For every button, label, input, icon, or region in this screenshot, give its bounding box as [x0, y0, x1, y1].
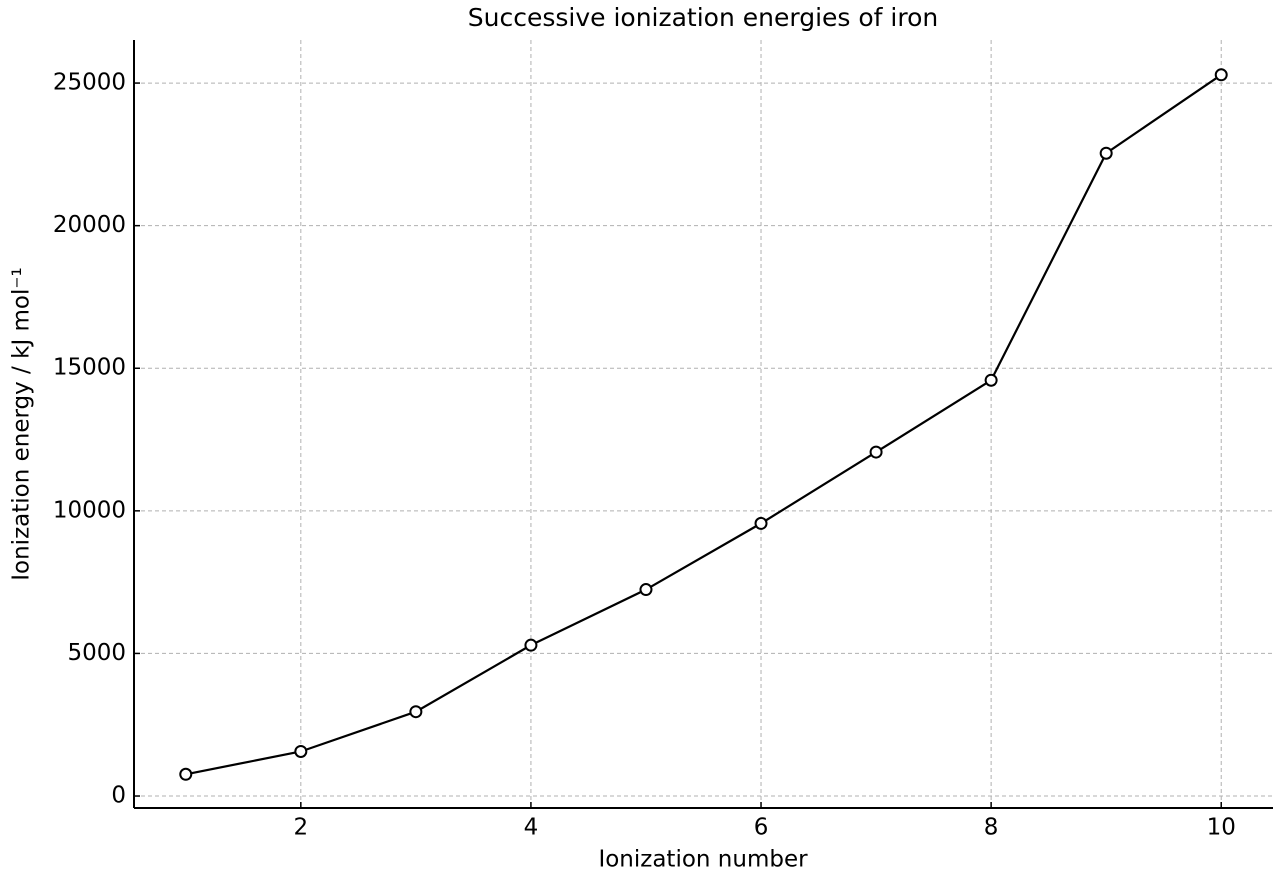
y-tick-label: 5000 [67, 640, 126, 666]
point [524, 638, 538, 652]
x-tick-label: 10 [1207, 815, 1236, 841]
x-tick-label: 2 [294, 815, 309, 841]
x-tick-label: 6 [754, 815, 769, 841]
y-tick-label: 0 [111, 783, 126, 809]
y-tick-label: 25000 [53, 70, 126, 96]
chart-title: Successive ionization energies of iron [468, 3, 938, 32]
x-tick-label: 4 [524, 815, 539, 841]
point [984, 373, 998, 387]
point [1214, 68, 1228, 82]
point [754, 516, 768, 530]
x-tick-label: 8 [984, 815, 999, 841]
point [294, 744, 308, 758]
y-tick-label: 20000 [53, 212, 126, 238]
point [869, 445, 883, 459]
point [409, 705, 423, 719]
point [1099, 146, 1113, 160]
series-line [185, 73, 1222, 776]
x-axis-label: Ionization number [598, 847, 808, 873]
point [179, 767, 193, 781]
y-tick-label: 10000 [53, 497, 126, 523]
y-tick-label: 15000 [53, 355, 126, 381]
point [639, 583, 653, 597]
y-axis-label: Ionization energy / kJ mol⁻¹ [9, 267, 35, 581]
